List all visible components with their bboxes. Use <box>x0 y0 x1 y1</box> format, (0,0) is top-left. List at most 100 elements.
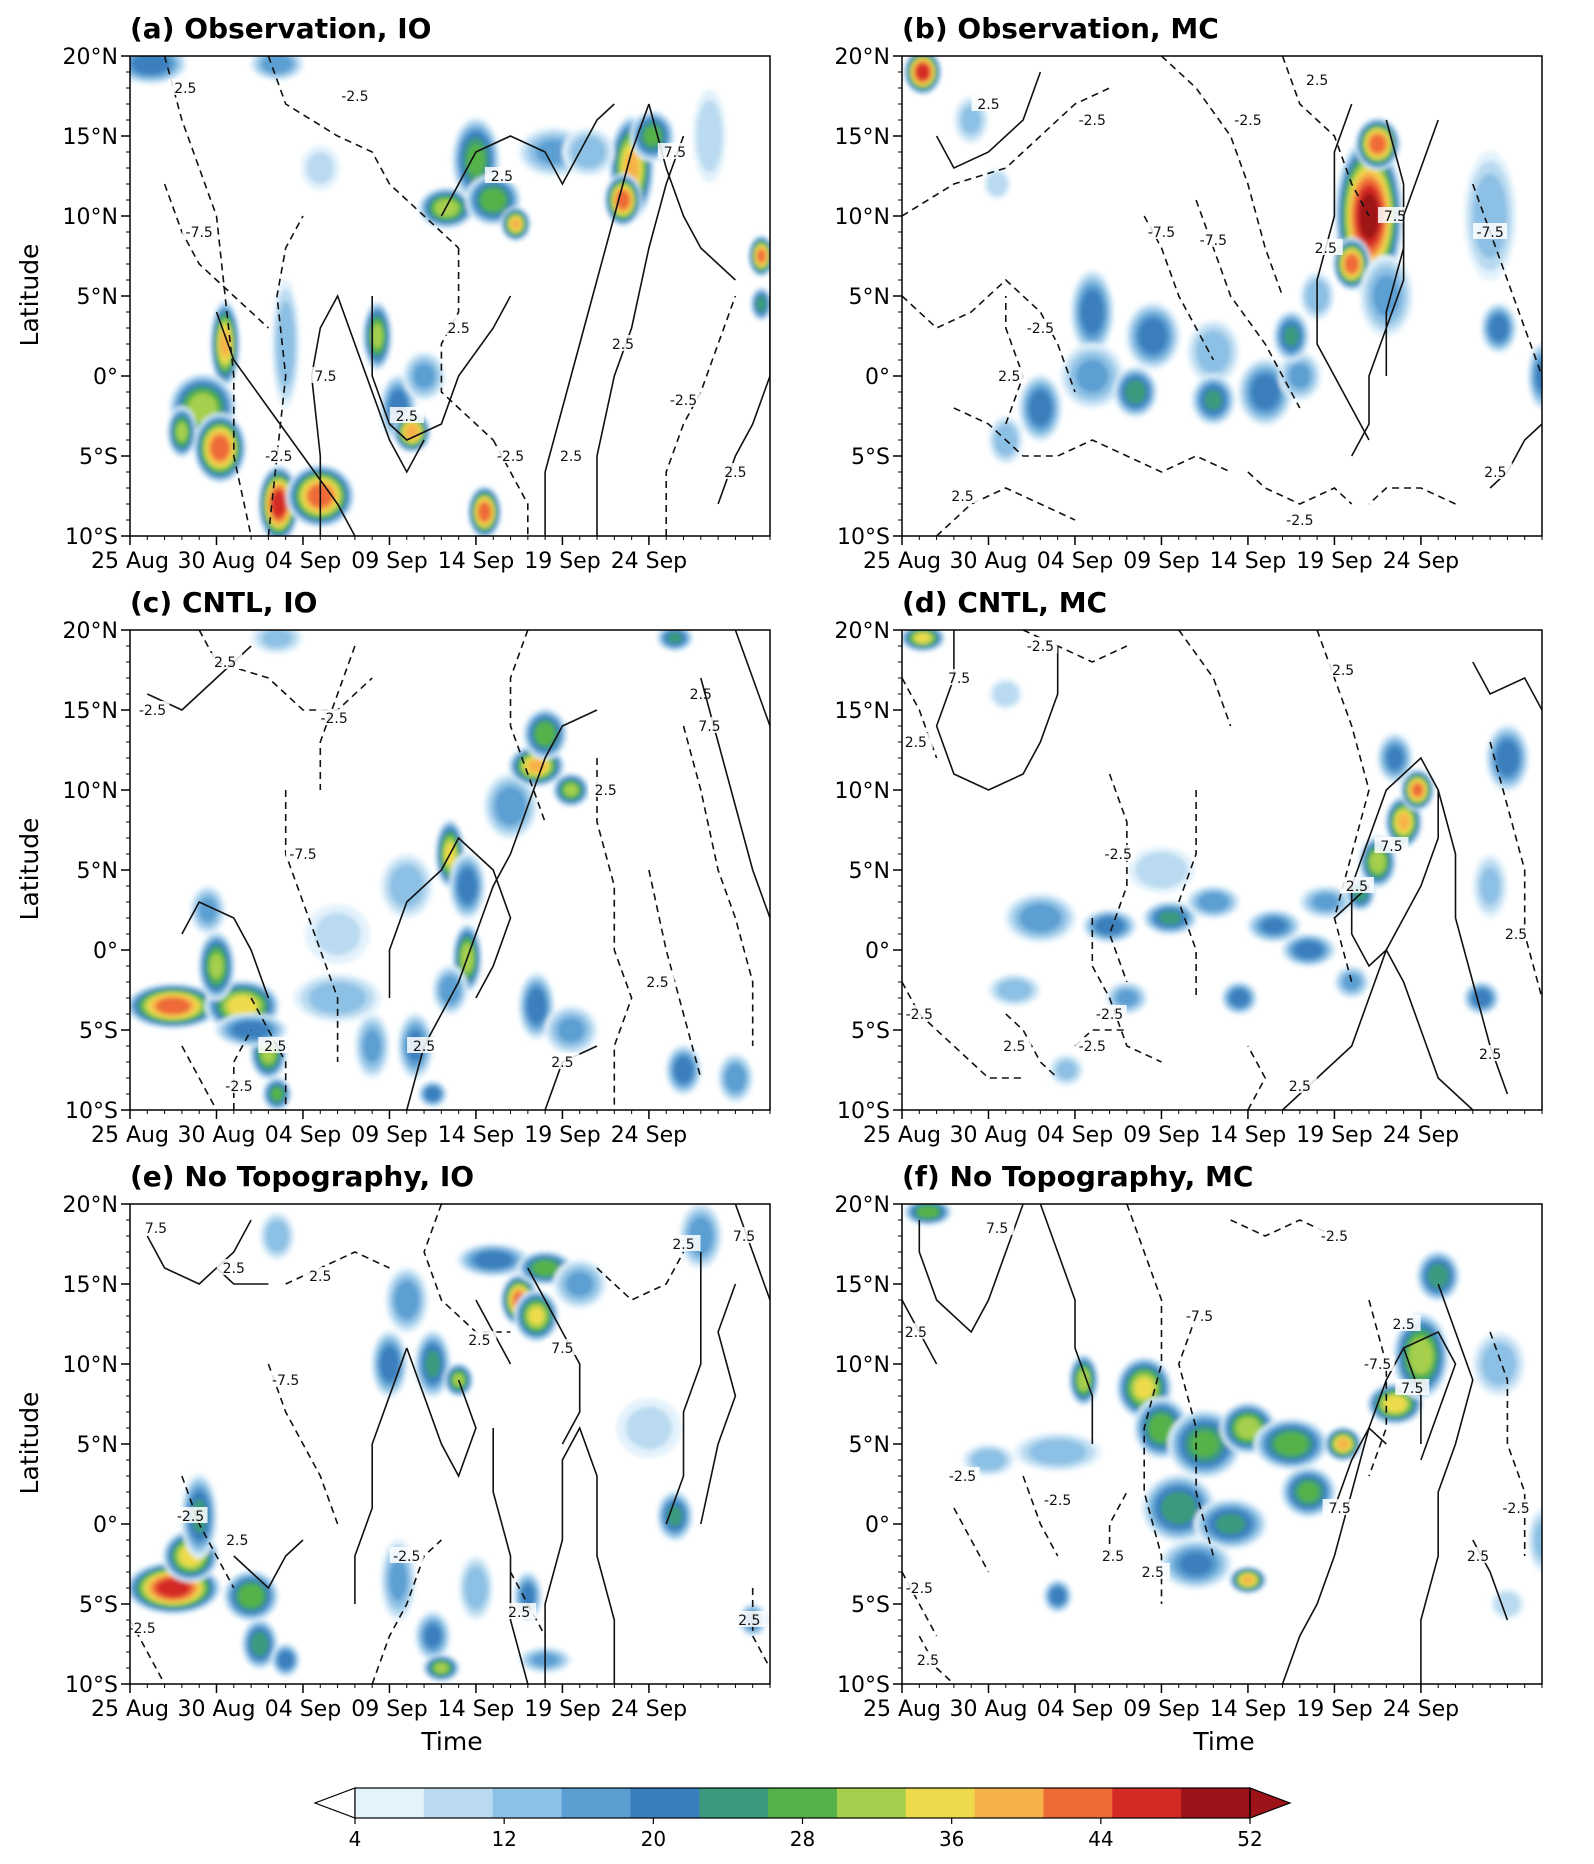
precip-cell <box>513 1289 560 1343</box>
precip-level-32 <box>564 783 578 797</box>
precip-level-44 <box>478 502 491 522</box>
contour-label: -2.5 <box>1286 513 1313 529</box>
precip-level-24 <box>756 295 767 313</box>
contour-label-bg <box>182 223 217 239</box>
contour-label: 7.5 <box>733 1229 755 1245</box>
precip-cell <box>983 168 1011 200</box>
contour-label-bg <box>902 1579 937 1595</box>
precip-cell <box>902 630 946 652</box>
panel-e: (e) No Topography, IO 7.5 2.5 2.5 -7.5 -2.5 2… <box>63 1160 771 1722</box>
contour-label-bg <box>910 1651 945 1667</box>
contour-label-bg <box>135 701 170 717</box>
precip-cell <box>456 1243 530 1277</box>
contour-negative <box>751 1588 770 1669</box>
contour-positive <box>1489 423 1542 489</box>
contour-label-bg <box>268 1371 303 1387</box>
contour-lines: 7.5 2.5 2.5 -7.5 -2.5 -2.5 -2.5 -2.5 2.5 2.5 7.5 -7… <box>902 1204 1534 1684</box>
contour-label: -2.5 <box>128 1621 155 1637</box>
y-tick-label: 10°N <box>835 1353 890 1378</box>
x-tick-label: 04 Sep <box>1037 549 1113 574</box>
colorbar-segment <box>768 1788 838 1818</box>
precip-level-36 <box>227 995 258 1017</box>
contour-label-bg <box>1282 1077 1317 1093</box>
x-tick-label: 30 Aug <box>950 1123 1028 1148</box>
contour-label-bg <box>666 391 701 407</box>
x-tick-label: 25 Aug <box>91 549 169 574</box>
precip-cell <box>1472 854 1508 918</box>
contour-negative <box>953 407 1231 473</box>
contour-label-bg <box>308 367 343 383</box>
contour-label: -2.5 <box>1027 321 1054 337</box>
precip-level-16 <box>566 1271 594 1297</box>
precip-cell <box>250 56 305 81</box>
contour-label: 2.5 <box>223 1261 245 1277</box>
contour-label: -2.5 <box>670 393 697 409</box>
colorbar-segment <box>699 1788 769 1818</box>
precip-level-20 <box>1179 1552 1213 1576</box>
precip-cell <box>553 1259 607 1309</box>
contour-negative <box>902 981 1024 1079</box>
precip-cell <box>418 1080 448 1108</box>
precip-cell <box>166 406 197 458</box>
precip-level-12 <box>1196 330 1231 374</box>
y-tick-label: 10°S <box>837 1099 890 1124</box>
precip-level-20 <box>379 1346 400 1382</box>
y-tick-label: 10°S <box>837 525 890 550</box>
contour-positive <box>215 311 356 536</box>
precip-level-16 <box>1312 893 1340 911</box>
y-tick-label: 5°N <box>849 1433 890 1458</box>
y-tick-label: 10°N <box>63 205 118 230</box>
contour-label: 7.5 <box>664 145 686 161</box>
y-tick-label: 10°S <box>65 525 118 550</box>
precip-level-20 <box>457 868 477 904</box>
y-tick-label: 15°N <box>835 699 890 724</box>
contour-label-bg <box>168 79 203 95</box>
precip-cell <box>1416 1250 1461 1302</box>
plot-content: -2.5 2.5 -2.5 2.5 -7.5 2.5 2.5 2.5 2.5 2.5 7.5 -2.5 <box>130 630 770 1110</box>
precip-level-16 <box>363 1029 382 1063</box>
contour-negative <box>665 295 737 536</box>
precip-cell <box>1220 981 1258 1015</box>
contour-label: -2.5 <box>265 449 292 465</box>
precip-level-24 <box>1124 379 1147 405</box>
precip-cell <box>1142 901 1198 935</box>
precip-level-32 <box>1236 1417 1260 1439</box>
contour-negative <box>163 183 269 329</box>
contour-positive <box>146 1219 252 1285</box>
contour-label-bg <box>1023 637 1058 653</box>
precip-level-16 <box>1197 892 1229 912</box>
contour-positive <box>1281 1330 1457 1684</box>
precip-cell <box>1043 1579 1073 1613</box>
plot-content: 7.5 2.5 2.5 -7.5 -2.5 2.5 -2.5 -2.5 2.5 7.5 2.5 2.5… <box>128 1204 770 1684</box>
precip-level-12 <box>389 864 424 908</box>
precip-level-28 <box>917 1205 939 1219</box>
precip-level-20 <box>1050 1587 1066 1605</box>
contour-label-bg <box>657 143 692 159</box>
precip-cell <box>380 853 434 919</box>
precip-cell <box>1272 310 1310 362</box>
contour-label: -2.5 <box>1321 1229 1348 1245</box>
contour-label-bg <box>261 447 296 463</box>
contour-label: 2.5 <box>917 1653 939 1669</box>
precip-level-52 <box>1358 192 1380 240</box>
precip-level-28 <box>238 1584 264 1608</box>
x-tick-label: 19 Sep <box>1296 1123 1372 1148</box>
y-tick-label: 15°N <box>835 1273 890 1298</box>
precip-level-40 <box>1397 813 1410 831</box>
contour-label: 7.5 <box>551 1341 573 1357</box>
precip-level-28 <box>466 143 486 177</box>
precip-level-12 <box>1534 1521 1542 1559</box>
y-tick-label: 15°N <box>63 699 118 724</box>
precip-level-20 <box>424 1624 441 1648</box>
x-tick-label: 09 Sep <box>351 549 427 574</box>
precip-level-20 <box>1080 289 1104 335</box>
contour-label-bg <box>732 1611 767 1627</box>
precip-cell <box>1246 909 1302 943</box>
x-tick-label: 14 Sep <box>438 1697 514 1722</box>
precip-level-20 <box>1495 740 1519 776</box>
precip-cell <box>1281 933 1336 967</box>
y-tick-label: 15°N <box>63 125 118 150</box>
contour-label: -2.5 <box>1079 1039 1106 1055</box>
contour-label-bg <box>1300 71 1335 87</box>
contour-positive <box>310 294 425 536</box>
